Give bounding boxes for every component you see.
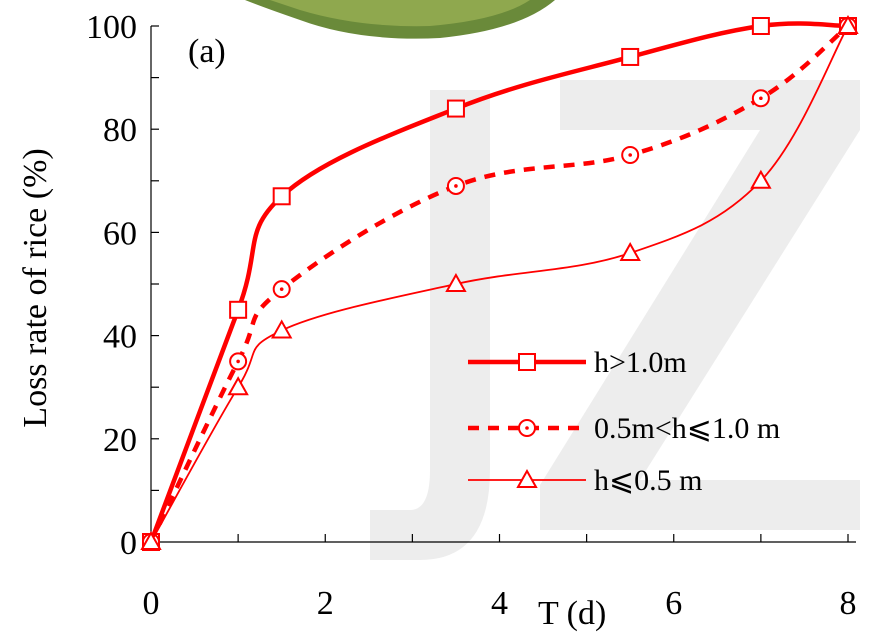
series-1-point <box>272 187 291 206</box>
y-tick-label: 80 <box>103 112 137 149</box>
y-tick-label: 100 <box>86 9 137 46</box>
legend-label-2: 0.5m<h⩽1.0 m <box>594 412 780 445</box>
series-2-point-center <box>279 287 284 291</box>
x-tick-label: 6 <box>665 585 682 622</box>
y-tick-label: 60 <box>103 215 137 252</box>
axes: 0 20 40 60 80 100 0 2 4 6 8 <box>86 9 857 622</box>
y-axis-title: Loss rate of rice (%) <box>17 148 54 427</box>
series-3-point <box>270 319 293 339</box>
panel-label: (a) <box>188 33 226 70</box>
series-1-point <box>751 17 770 35</box>
x-axis-title: T (d) <box>538 595 606 632</box>
cropped-photo <box>245 0 555 39</box>
series-1-point <box>229 300 248 319</box>
x-tick-label: 2 <box>317 585 334 622</box>
watermark <box>370 80 860 560</box>
series-2-point-center <box>759 96 763 101</box>
legend-marker-3 <box>516 468 538 488</box>
legend: h>1.0m 0.5m<h⩽1.0 m h⩽0.5 m <box>468 346 780 497</box>
series-layer <box>140 14 859 551</box>
legend-marker-2-center <box>525 426 529 430</box>
legend-marker-1 <box>518 353 536 371</box>
series-3-point <box>445 272 467 292</box>
series-2-point-center <box>236 359 240 364</box>
series-3-point <box>227 376 249 396</box>
legend-label-1: h>1.0m <box>594 346 687 379</box>
y-tick-label: 20 <box>103 422 137 459</box>
series-2-line <box>148 24 850 543</box>
series-3-point <box>619 242 641 262</box>
x-tick-label: 0 <box>143 585 160 622</box>
series-1-point <box>446 99 465 118</box>
series-2-point-center <box>628 153 632 157</box>
series-1-point <box>621 47 640 66</box>
series-3-point <box>750 169 772 189</box>
series-1-line <box>148 21 849 543</box>
x-tick-label: 8 <box>840 585 857 622</box>
series-2-point-center <box>454 184 458 188</box>
series-3-point <box>837 14 859 34</box>
x-tick-label: 4 <box>491 585 508 622</box>
y-tick-label: 0 <box>120 525 137 562</box>
legend-label-3: h⩽0.5 m <box>594 464 702 497</box>
y-tick-label: 40 <box>103 319 137 356</box>
series-3-point <box>140 530 162 550</box>
series-3 <box>140 14 859 550</box>
